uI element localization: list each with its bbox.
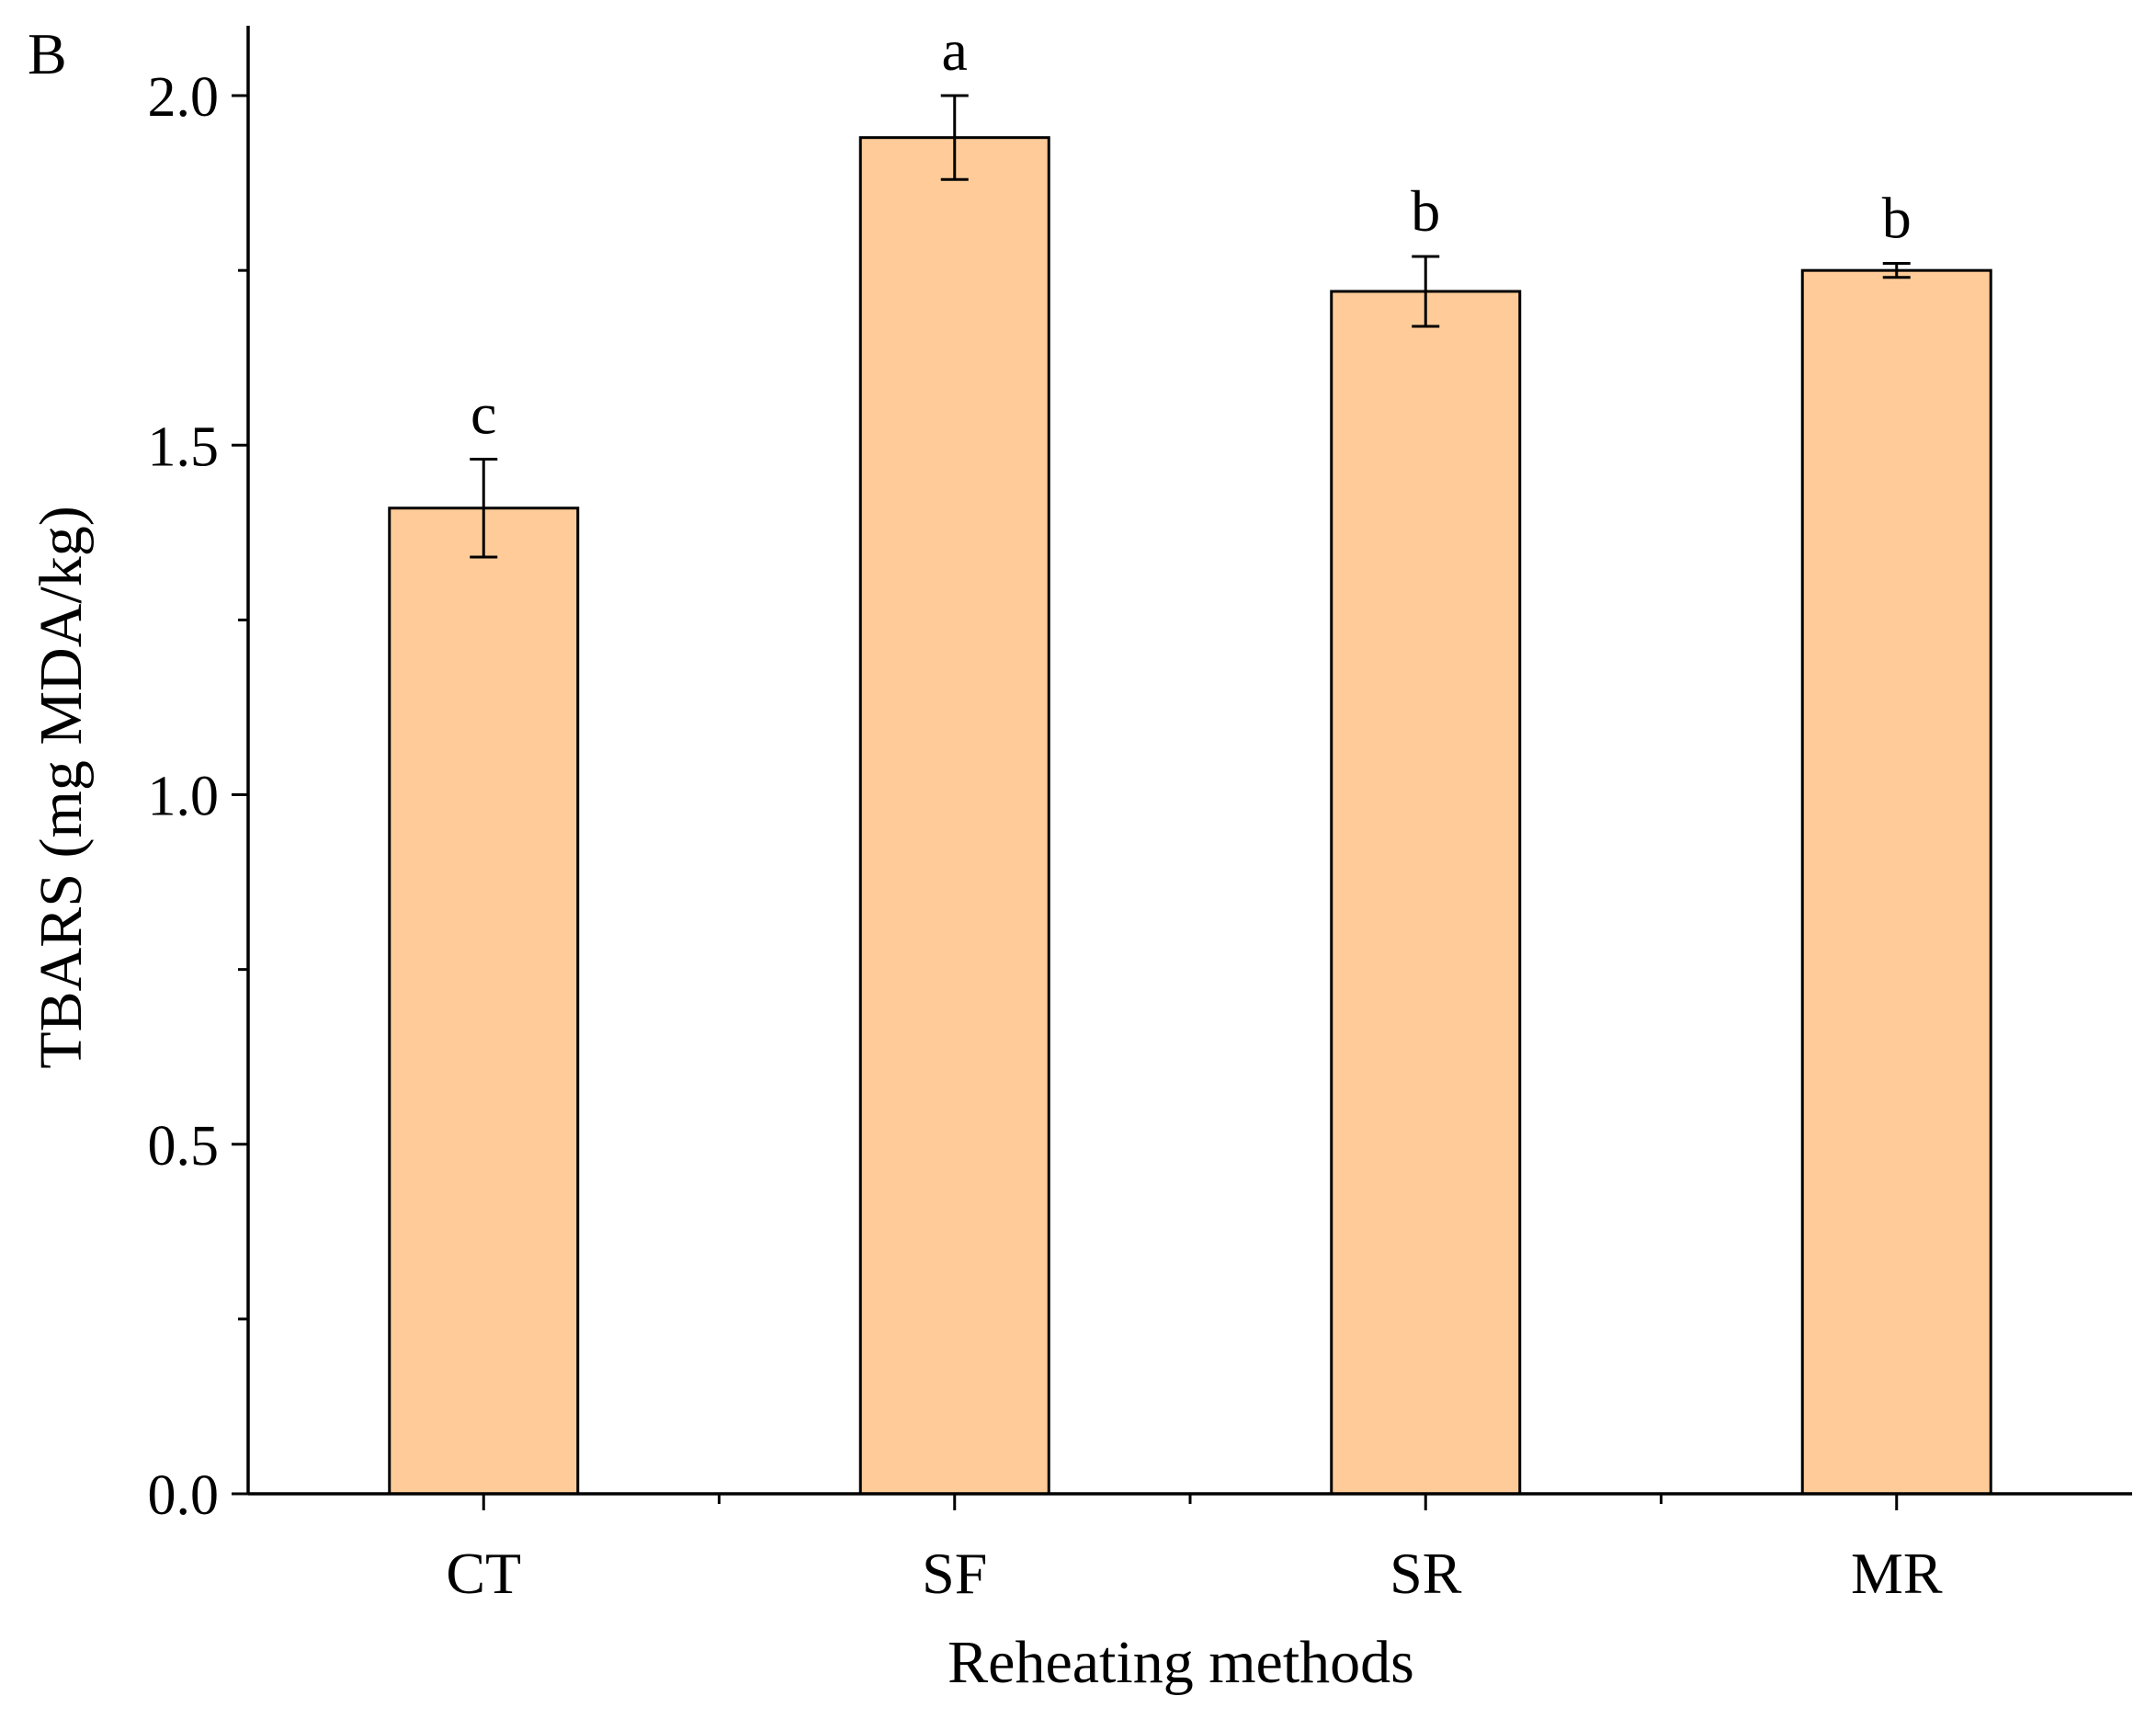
bar-ct <box>388 507 580 1496</box>
x-axis-title: Reheating methods <box>948 1629 1414 1696</box>
y-tick-label-0.5: 0.5 <box>148 1115 220 1178</box>
panel-label: B <box>28 21 67 86</box>
y-tick-label-2.0: 2.0 <box>148 66 220 129</box>
bar-sr <box>1330 290 1522 1496</box>
x-tick-label-sr: SR <box>1390 1541 1462 1606</box>
y-axis-title: TBARS (mg MDA/kg) <box>28 506 95 1068</box>
y-tick-label-1.5: 1.5 <box>148 416 220 478</box>
x-tick-label-mr: MR <box>1851 1541 1943 1606</box>
errorbars-layer <box>470 94 1911 559</box>
x-tick-label-sf: SF <box>922 1541 987 1606</box>
significance-label-mr: b <box>1882 186 1912 251</box>
y-tick-label-0.0: 0.0 <box>148 1464 220 1527</box>
significance-label-sf: a <box>942 17 968 83</box>
significance-label-ct: c <box>471 381 496 446</box>
x-tick-label-ct: CT <box>446 1541 521 1606</box>
ticks-layer <box>232 94 1899 1510</box>
labels-layer: c CT a SF b SR b MR 0.0 0.5 1.0 1.5 2.0 <box>148 17 1943 1606</box>
y-tick-label-1.0: 1.0 <box>148 766 220 828</box>
bars-layer <box>388 136 1992 1496</box>
significance-label-sr: b <box>1411 178 1440 244</box>
bar-sf <box>858 136 1050 1496</box>
bar-mr <box>1800 268 1992 1496</box>
